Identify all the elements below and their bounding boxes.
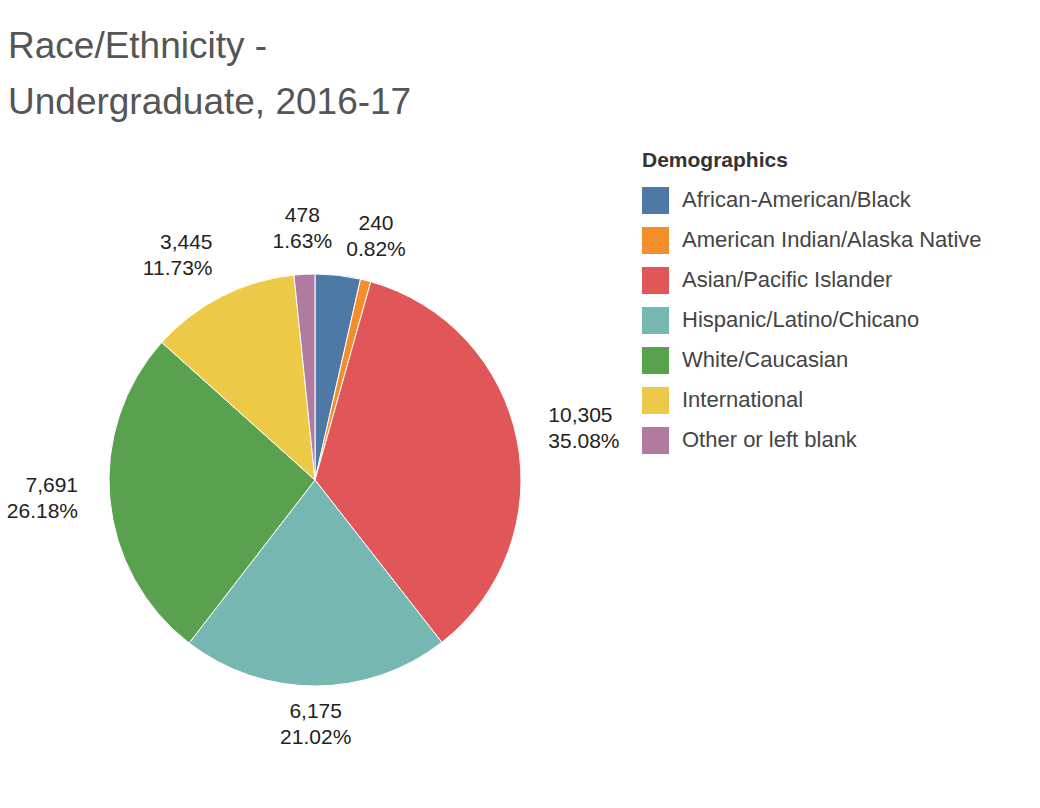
- svg-text:10,30535.08%: 10,30535.08%: [548, 403, 619, 452]
- html-text:White/Caucasian: White/Caucasian: [682, 347, 849, 372]
- svg-text:3,44511.73%: 3,44511.73%: [143, 230, 213, 279]
- html-text:American Indian/Alaska Native: American Indian/Alaska Native: [682, 227, 982, 252]
- html-text:International: International: [682, 387, 804, 412]
- html-text:Hispanic/Latino/Chicano: Hispanic/Latino/Chicano: [682, 307, 920, 332]
- svg-text:4781.63%: 4781.63%: [273, 203, 333, 252]
- svg-text:7,69126.18%: 7,69126.18%: [8, 473, 78, 522]
- html-text:Other or left blank: Other or left blank: [682, 427, 857, 452]
- html-text:Demographics: Demographics: [642, 148, 788, 171]
- html-text:African-American/Black: African-American/Black: [682, 187, 911, 212]
- html-text:Race/Ethnicity - Undergraduate: Race/Ethnicity - Undergraduate, 2016-17: [8, 25, 412, 122]
- svg-text:2400.82%: 2400.82%: [346, 211, 406, 260]
- html-text:Asian/Pacific Islander: Asian/Pacific Islander: [682, 267, 893, 292]
- svg-text:6,17521.02%: 6,17521.02%: [280, 699, 351, 748]
